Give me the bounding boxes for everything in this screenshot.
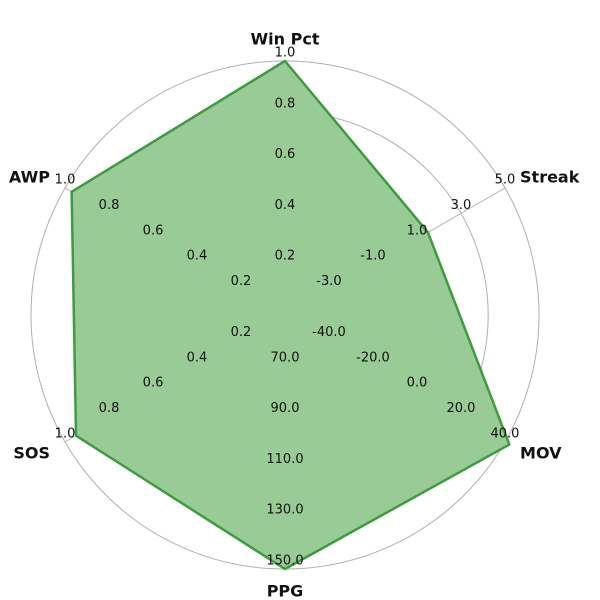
tick-label: 3.0 [451, 198, 472, 213]
tick-label: 1.0 [407, 223, 428, 238]
tick-label: 0.8 [99, 198, 120, 213]
tick-label: 1.0 [275, 46, 296, 61]
tick-label: 20.0 [446, 401, 475, 416]
tick-label: 110.0 [266, 452, 303, 467]
tick-label: 0.4 [275, 198, 296, 213]
tick-label: 130.0 [266, 503, 303, 518]
data-area [70, 59, 511, 571]
tick-label: -20.0 [356, 350, 390, 365]
radar-labels: 0.2 0.4 0.6 0.8 1.0 -3.0 -1.0 1.0 3.0 5.0 -40.0 -20… [9, 30, 580, 600]
axis-label: AWP [9, 168, 50, 187]
tick-label: 0.0 [407, 376, 428, 391]
tick-label: 0.2 [231, 325, 252, 340]
axis-label: PPG [267, 582, 304, 600]
tick-label: 0.6 [275, 147, 296, 162]
tick-label: 0.8 [99, 401, 120, 416]
axis-label: MOV [520, 444, 562, 463]
tick-label: -3.0 [316, 274, 341, 289]
axis-label: SOS [13, 444, 50, 463]
tick-label: 0.4 [187, 350, 208, 365]
tick-label: 0.4 [187, 249, 208, 264]
tick-label: 70.0 [271, 350, 300, 365]
tick-label: 1.0 [55, 173, 76, 188]
tick-label: 40.0 [490, 427, 519, 442]
axis-label: Streak [520, 168, 580, 187]
radar-data [70, 59, 511, 571]
tick-label: 5.0 [495, 173, 516, 188]
tick-label: 0.6 [143, 376, 164, 391]
tick-label: 1.0 [55, 427, 76, 442]
tick-label: -1.0 [360, 249, 385, 264]
tick-label: 150.0 [266, 554, 303, 569]
axis-label: Win Pct [251, 30, 320, 49]
tick-label: -40.0 [312, 325, 346, 340]
tick-label: 0.2 [231, 274, 252, 289]
tick-label: 0.2 [275, 249, 296, 264]
tick-label: 0.6 [143, 223, 164, 238]
tick-label: 0.8 [275, 96, 296, 111]
tick-label: 90.0 [271, 401, 300, 416]
